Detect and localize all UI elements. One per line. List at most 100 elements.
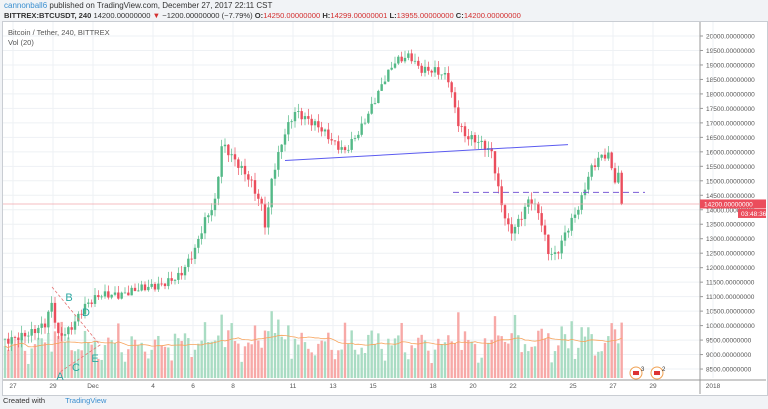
- volume-bar: [210, 341, 213, 378]
- volume-bar: [500, 336, 503, 378]
- candle-body: [610, 152, 613, 169]
- candle-body: [273, 169, 277, 179]
- candle-body: [93, 295, 97, 304]
- volume-bar: [227, 330, 230, 378]
- candle-body: [63, 334, 67, 336]
- candle-body: [547, 234, 550, 255]
- candle-body: [353, 138, 357, 139]
- candle-body: [3, 338, 7, 340]
- c-label: C:: [455, 11, 464, 20]
- volume-bar: [410, 345, 413, 378]
- volume-bar: [473, 344, 477, 378]
- volume-bar: [93, 340, 97, 378]
- volume-bar: [167, 347, 170, 378]
- publish-text: published on TradingView.com, December 2…: [49, 1, 273, 10]
- volume-bar: [417, 337, 420, 378]
- candle-body: [443, 73, 447, 75]
- volume-bar: [203, 322, 207, 378]
- candle-body: [477, 141, 480, 143]
- volume-bar: [620, 322, 623, 378]
- candle-body: [113, 292, 117, 295]
- candle-body: [357, 134, 360, 139]
- author-link[interactable]: cannonball6: [4, 1, 48, 10]
- volume-bar: [20, 338, 23, 378]
- candle-body: [157, 283, 160, 290]
- last-price-box: [700, 199, 766, 209]
- y-tick-label: 16000.00000000: [706, 149, 755, 156]
- candle-body: [167, 278, 170, 287]
- volume-bar: [520, 352, 523, 378]
- volume-bar: [80, 350, 83, 378]
- candle-body: [620, 172, 623, 204]
- candle-body: [90, 302, 93, 304]
- candle-body: [413, 60, 417, 62]
- volume-bar: [370, 330, 373, 378]
- tradingview-logo[interactable]: TradingView: [65, 396, 107, 405]
- volume-bar: [583, 336, 587, 378]
- candle-body: [7, 338, 10, 344]
- volume-bar: [193, 349, 197, 378]
- candle-body: [207, 215, 210, 218]
- candle-body: [570, 217, 573, 231]
- candle-body: [17, 337, 20, 341]
- y-tick-label: 19000.00000000: [706, 62, 755, 69]
- candle-body: [263, 203, 267, 228]
- y-tick-label: 17500.00000000: [706, 106, 755, 113]
- volume-bar: [327, 332, 330, 378]
- volume-bar: [347, 343, 350, 378]
- candle-body: [153, 283, 157, 290]
- candle-body: [100, 296, 103, 298]
- candle-body: [330, 139, 333, 141]
- candle-body: [563, 232, 567, 241]
- candle-body: [10, 337, 13, 344]
- volume-bar: [7, 349, 10, 378]
- candle-body: [457, 107, 460, 127]
- volume-bar: [77, 349, 80, 378]
- candle-body: [597, 157, 600, 168]
- volume-bar: [397, 335, 400, 378]
- volume-bar: [353, 349, 357, 378]
- candle-body: [177, 272, 180, 280]
- candle-body: [163, 283, 167, 287]
- volume-bar: [180, 340, 183, 378]
- volume-bar: [440, 344, 443, 378]
- volume-bar: [460, 349, 463, 378]
- candle-body: [80, 313, 83, 315]
- candle-body: [13, 337, 17, 338]
- volume-bar: [587, 327, 590, 378]
- candle-body: [257, 193, 260, 199]
- volume-bar: [290, 358, 293, 378]
- y-tick-label: 10000.00000000: [706, 323, 755, 330]
- candle-body: [210, 210, 213, 216]
- volume-bar: [400, 322, 403, 378]
- candle-body: [270, 178, 273, 208]
- volume-bar: [423, 340, 427, 378]
- volume-bar: [110, 340, 113, 378]
- candle-body: [20, 332, 23, 341]
- candle-body: [463, 126, 467, 137]
- event-flag-stripe: [633, 371, 639, 375]
- y-tick-label: 17000.00000000: [706, 120, 755, 127]
- candle-body: [327, 129, 330, 140]
- volume-bar: [123, 361, 127, 378]
- candle-body: [87, 302, 90, 304]
- volume-bar: [403, 352, 407, 378]
- candle-body: [227, 144, 230, 156]
- candle-body: [237, 159, 240, 168]
- candle-body: [340, 147, 343, 150]
- candle-body: [220, 146, 223, 177]
- candle-body: [213, 198, 217, 211]
- volume-bar: [530, 346, 533, 378]
- y-tick-label: 10500.00000000: [706, 309, 755, 316]
- volume-bar: [103, 345, 107, 378]
- volume-bar: [313, 355, 317, 378]
- y-tick-label: 18500.00000000: [706, 77, 755, 84]
- candle-body: [337, 141, 340, 150]
- volume-bar: [407, 359, 410, 378]
- x-tick-label: 13: [329, 383, 337, 390]
- candle-body: [377, 90, 380, 104]
- candle-body: [83, 303, 87, 315]
- volume-bar: [547, 333, 550, 378]
- volume-bar: [350, 330, 353, 378]
